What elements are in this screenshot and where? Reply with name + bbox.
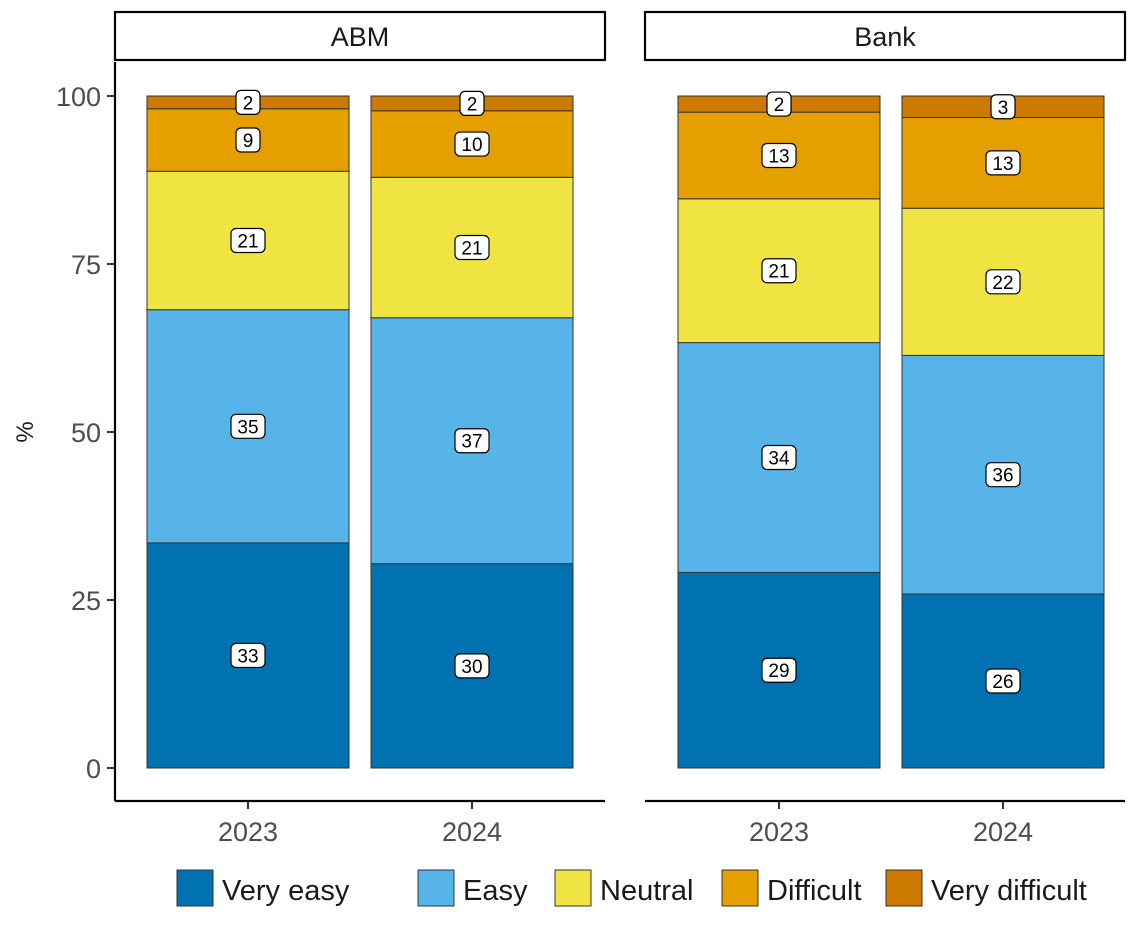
data-label: 35 xyxy=(237,417,258,438)
data-label: 21 xyxy=(461,239,482,260)
data-label: 10 xyxy=(461,135,482,156)
facet-strip-label: ABM xyxy=(331,22,390,52)
data-label-box xyxy=(761,657,797,683)
data-label: 13 xyxy=(992,154,1013,175)
data-label-box xyxy=(985,668,1021,694)
data-label: 2 xyxy=(467,94,478,115)
legend-swatch xyxy=(554,869,592,907)
y-axis-title: % xyxy=(12,421,39,442)
data-label: 3 xyxy=(998,98,1009,119)
data-label: 37 xyxy=(461,432,482,453)
legend-swatch xyxy=(885,869,923,907)
x-tick-label: 2024 xyxy=(442,817,502,847)
data-label: 26 xyxy=(992,672,1013,693)
data-label-box xyxy=(985,269,1021,295)
data-label-box xyxy=(761,444,797,471)
data-label: 34 xyxy=(768,449,790,470)
data-label-box xyxy=(454,234,490,261)
legend-label: Very easy xyxy=(222,875,350,907)
y-tick-label: 0 xyxy=(86,754,101,784)
data-label-box xyxy=(761,142,797,169)
data-label: 29 xyxy=(768,661,789,682)
data-label: 2 xyxy=(243,93,254,114)
data-label: 2 xyxy=(774,95,785,116)
data-label: 21 xyxy=(768,262,789,283)
data-label-box xyxy=(230,227,266,254)
facet-strip xyxy=(113,10,607,62)
data-label: 13 xyxy=(768,146,789,167)
data-label-box xyxy=(235,89,261,115)
data-label-box xyxy=(766,91,792,117)
data-label-box xyxy=(230,642,266,669)
data-label: 21 xyxy=(237,231,258,252)
facet-strip-label: Bank xyxy=(854,22,916,52)
legend-swatch xyxy=(417,869,455,907)
data-label-box xyxy=(454,653,490,679)
data-label-box xyxy=(985,150,1021,176)
data-label-box xyxy=(454,428,490,454)
x-tick-label: 2023 xyxy=(749,817,809,847)
data-label: 30 xyxy=(461,657,482,678)
data-label-box xyxy=(761,258,797,284)
data-label-box xyxy=(235,127,261,153)
data-label-box xyxy=(454,131,490,157)
y-tick-label: 75 xyxy=(71,250,101,280)
legend-label: Very difficult xyxy=(931,875,1087,907)
data-label-box xyxy=(230,413,266,439)
data-label-box xyxy=(459,90,485,116)
y-tick-label: 100 xyxy=(56,82,101,112)
data-label-box xyxy=(990,94,1016,120)
y-tick-label: 25 xyxy=(71,586,101,616)
y-tick-label: 50 xyxy=(71,418,101,448)
legend-label: Easy xyxy=(463,875,528,907)
legend-label: Neutral xyxy=(600,875,694,907)
data-label: 9 xyxy=(243,131,254,152)
facet-strip xyxy=(643,10,1127,62)
data-label: 22 xyxy=(992,273,1013,294)
legend-swatch xyxy=(176,869,214,907)
x-tick-label: 2023 xyxy=(218,817,278,847)
data-label-box xyxy=(985,462,1021,488)
legend-label: Difficult xyxy=(767,875,862,907)
data-label: 36 xyxy=(992,466,1013,487)
legend-swatch xyxy=(721,869,759,907)
data-label: 33 xyxy=(237,646,258,667)
x-tick-label: 2024 xyxy=(973,817,1033,847)
